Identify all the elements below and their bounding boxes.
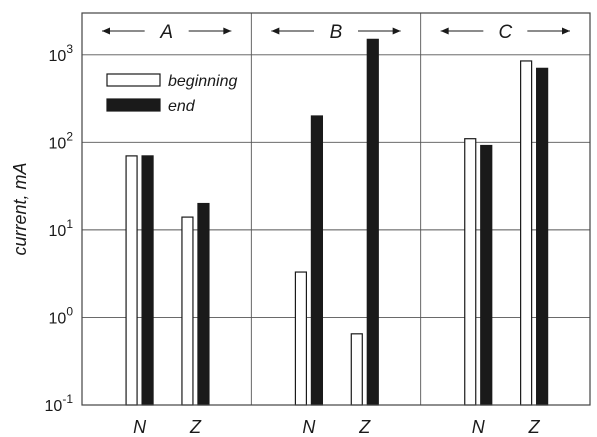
bar-end <box>197 202 210 406</box>
legend-label: beginning <box>168 73 238 90</box>
group-label: C <box>498 22 512 43</box>
x-category-label: Z <box>528 417 541 437</box>
y-tick-label: 101 <box>49 217 74 240</box>
bar-beginning <box>464 138 477 406</box>
arrow-head-left <box>102 27 110 35</box>
bar-end <box>536 67 549 406</box>
y-axis-label: current, mA <box>10 162 30 255</box>
group-label: B <box>330 22 343 43</box>
x-category-label: N <box>133 417 147 437</box>
x-category-label: Z <box>358 417 371 437</box>
legend-label: end <box>168 98 196 115</box>
arrow-head-right <box>392 27 401 35</box>
axes: 10-1 100 101 102 103 N Z N Z N Z <box>45 42 541 437</box>
y-tick-label: 10-1 <box>45 392 74 415</box>
bar-beginning <box>520 60 533 406</box>
y-tick-label: 103 <box>49 42 74 65</box>
bar-beginning <box>350 333 363 406</box>
arrow-head-right <box>223 27 232 35</box>
x-category-label: N <box>302 417 316 437</box>
group-headers: A B C <box>102 22 570 43</box>
bar-end <box>310 115 324 406</box>
bars <box>125 38 549 406</box>
legend: beginning end <box>106 73 238 115</box>
arrow-head-right <box>562 27 570 35</box>
legend-swatch-end <box>106 98 161 112</box>
legend-swatch-beginning <box>106 73 161 87</box>
bar-end <box>480 144 493 406</box>
bar-beginning <box>294 271 308 406</box>
y-tick-label: 102 <box>49 129 74 152</box>
x-category-label: Z <box>189 417 202 437</box>
x-category-label: N <box>472 417 486 437</box>
bar-beginning <box>125 155 138 406</box>
arrow-head-left <box>440 27 449 35</box>
arrow-head-left <box>271 27 280 35</box>
bar-end <box>141 155 154 406</box>
y-tick-label: 100 <box>49 304 74 327</box>
bar-beginning <box>181 216 194 406</box>
plot-frame <box>81 12 591 406</box>
group-label: A <box>159 22 173 43</box>
gridlines <box>82 13 590 405</box>
bar-end <box>366 38 379 406</box>
